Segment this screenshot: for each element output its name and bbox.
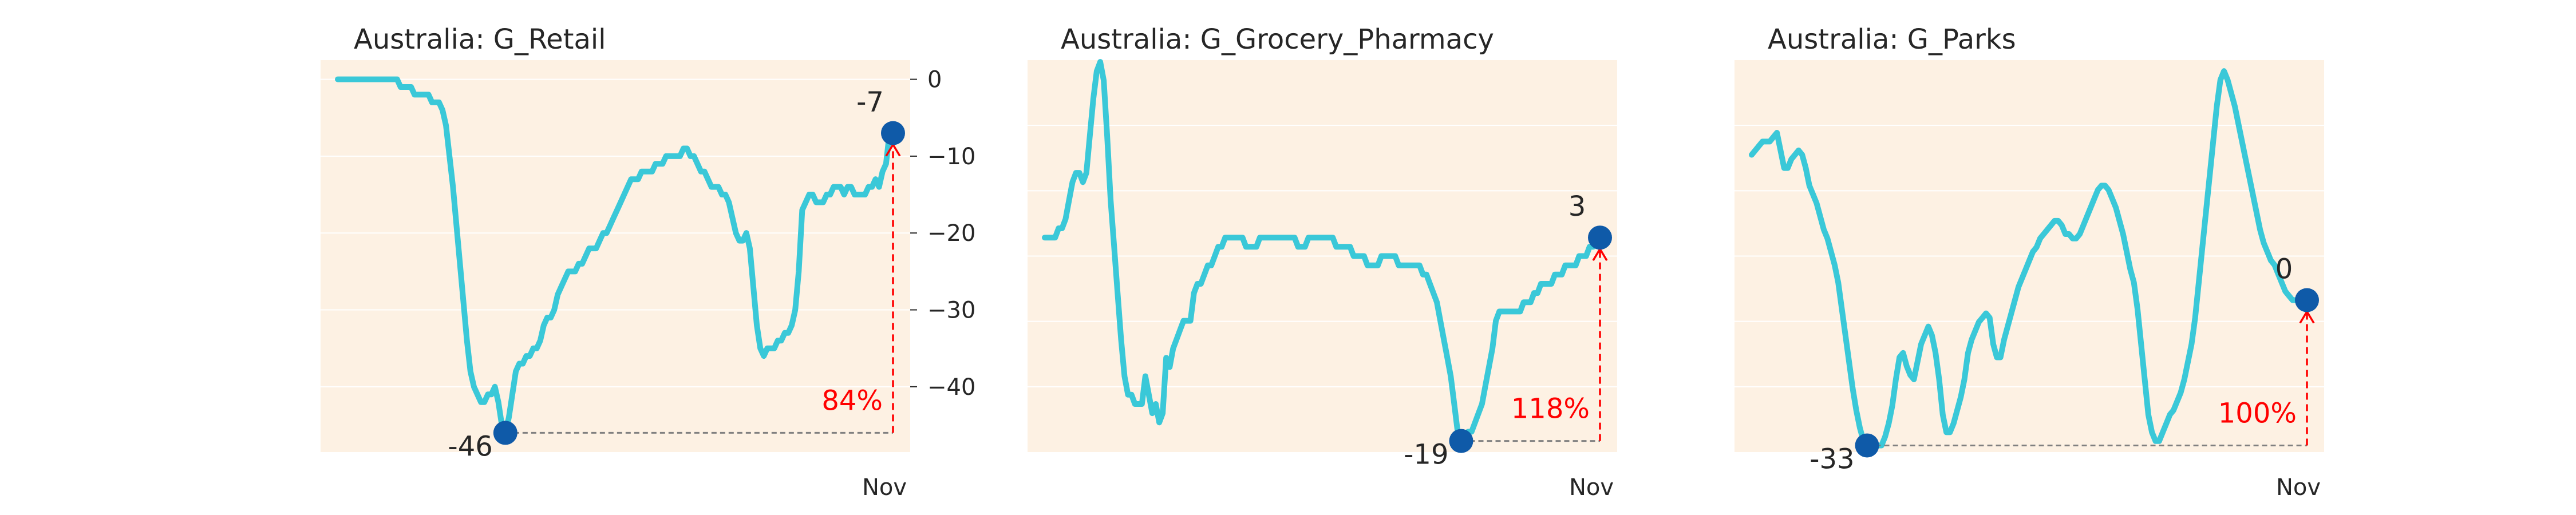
end-value-label: 3 bbox=[1568, 191, 1586, 223]
y-tick-label: −40 bbox=[927, 374, 975, 401]
x-tick-label: Nov bbox=[862, 474, 907, 501]
chart-grocery-pharmacy: Australia: G_Grocery_Pharmacy Nov -19 3 118% bbox=[1028, 23, 1617, 501]
min-value-label: -19 bbox=[1404, 439, 1448, 471]
end-marker bbox=[1588, 225, 1612, 250]
change-percent-label: 100% bbox=[2218, 397, 2297, 429]
series-line bbox=[335, 76, 896, 436]
chart-title: Australia: G_Retail bbox=[354, 23, 606, 56]
chart-title: Australia: G_Grocery_Pharmacy bbox=[1061, 23, 1494, 56]
change-percent-label: 118% bbox=[1511, 393, 1590, 425]
y-tick-label: −10 bbox=[927, 144, 975, 170]
chart-parks: Australia: G_Parks Nov -33 0 100% bbox=[1735, 23, 2324, 501]
series-line bbox=[1749, 68, 2310, 449]
end-marker bbox=[2295, 288, 2319, 312]
min-value-label: -46 bbox=[448, 430, 492, 462]
panel-grocery-pharmacy: Australia: G_Grocery_Pharmacy Nov -19 3 118% bbox=[1028, 0, 1623, 515]
y-tick-label: −30 bbox=[927, 298, 975, 324]
end-marker bbox=[881, 121, 905, 145]
change-percent-label: 84% bbox=[821, 385, 883, 417]
panel-retail: Australia: G_Retail 0 −10 −20 −30 −40 Nov -46 -7… bbox=[321, 0, 975, 515]
end-value-label: -7 bbox=[856, 86, 884, 118]
x-tick-label: Nov bbox=[2276, 474, 2321, 501]
y-tick-label: 0 bbox=[927, 67, 942, 93]
min-marker bbox=[1449, 429, 1473, 453]
panel-parks: Australia: G_Parks Nov -33 0 100% bbox=[1735, 0, 2330, 515]
end-value-label: 0 bbox=[2275, 253, 2293, 285]
y-tick-label: −20 bbox=[927, 220, 975, 247]
min-marker bbox=[493, 421, 517, 445]
min-marker bbox=[1855, 433, 1879, 458]
series-line bbox=[1042, 59, 1603, 444]
chart-title: Australia: G_Parks bbox=[1768, 23, 2016, 56]
chart-retail: Australia: G_Retail 0 −10 −20 −30 −40 Nov -46 -7… bbox=[321, 23, 975, 501]
min-value-label: -33 bbox=[1809, 443, 1854, 475]
x-tick-label: Nov bbox=[1569, 474, 1614, 501]
